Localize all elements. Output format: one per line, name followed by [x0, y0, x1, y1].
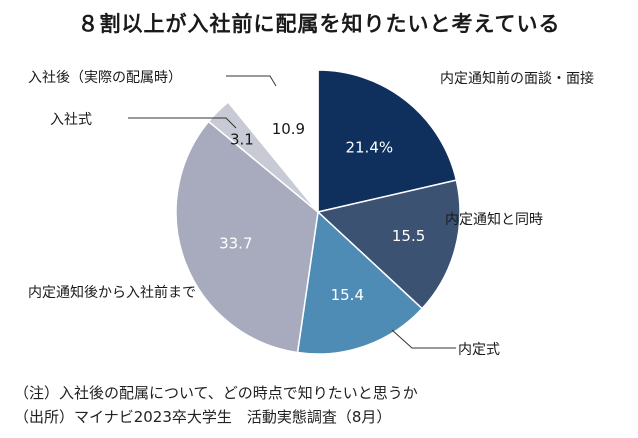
leader-line-3 [391, 329, 456, 349]
note-source: （出所）マイナビ2023卒大学生 活動実態調査（8月） [14, 408, 392, 426]
leader-line-5 [128, 117, 237, 129]
slice-category-label-5: 入社式 [50, 112, 92, 128]
leader-line-6 [226, 75, 277, 87]
slice-category-label-2: 内定通知と同時 [445, 211, 543, 228]
pie-chart: 21.4% 15.5 15.4 33.7 3.1 10.9 内定通知前の面談・面接内定通知… [28, 69, 594, 358]
pie-slice-6 [227, 69, 319, 215]
slice-value-3: 15.4 [331, 286, 364, 304]
slice-value-2: 15.5 [392, 227, 425, 245]
slice-value-4: 33.7 [219, 235, 252, 253]
note-question: （注）入社後の配属について、どの時点で知りたいと思うか [14, 384, 418, 402]
slice-value-1: 21.4% [345, 139, 393, 157]
pie-slice-1 [317, 69, 458, 213]
slice-category-label-6: 入社後（実際の配属時） [28, 70, 182, 86]
pie-slice-4 [175, 120, 319, 354]
pie-slice-2 [316, 179, 461, 310]
slice-value-6: 10.9 [272, 120, 305, 138]
slice-value-5: 3.1 [230, 131, 254, 149]
slice-category-label-4: 内定通知後から入社前まで [28, 284, 196, 301]
chart-title: ８割以上が入社前に配属を知りたいと考えている [77, 12, 561, 36]
pie-slice-3 [296, 210, 424, 355]
slice-category-label-3: 内定式 [458, 342, 500, 358]
slice-category-label-1: 内定通知前の面談・面接 [440, 70, 594, 87]
